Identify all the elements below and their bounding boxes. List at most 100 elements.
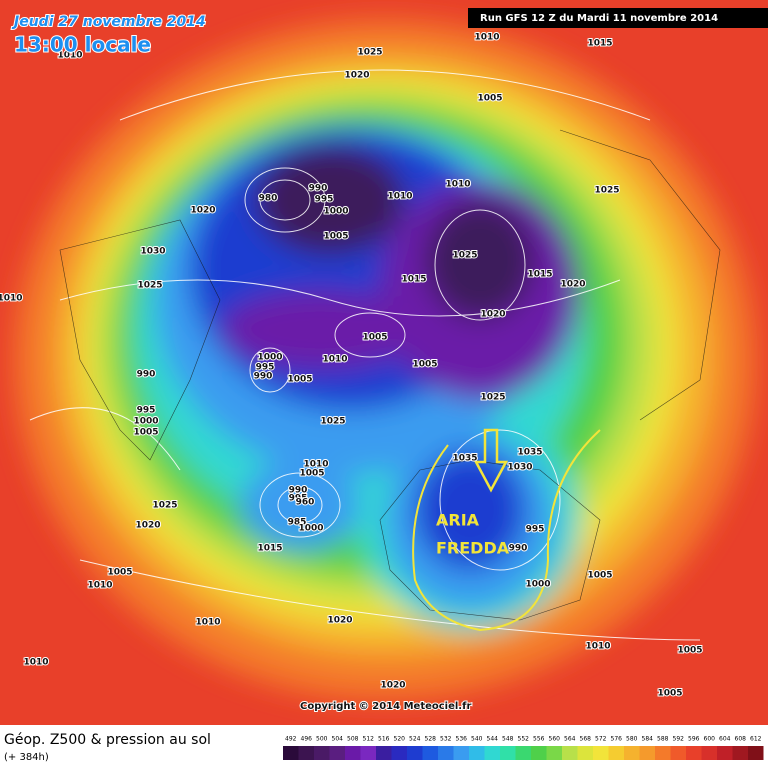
legend-label: 568 — [580, 736, 592, 743]
isobar-label: 995 — [526, 525, 545, 535]
isobar-label: 995 — [315, 195, 334, 205]
isobar-label: 1005 — [362, 333, 387, 343]
legend-swatch — [593, 746, 609, 760]
isobar-label: 1010 — [585, 642, 610, 652]
legend-label: 548 — [502, 736, 514, 743]
legend-label: 564 — [564, 736, 576, 743]
isobar-label: 1020 — [190, 206, 215, 216]
legend-swatch — [500, 746, 516, 760]
cold-air-arrow — [473, 428, 509, 493]
legend-label: 572 — [595, 736, 607, 743]
isobar-label: 985 — [288, 518, 307, 528]
legend-label: 536 — [456, 736, 468, 743]
legend-swatch — [686, 746, 702, 760]
legend-label: 584 — [642, 736, 654, 743]
isobar-label: 1005 — [107, 568, 132, 578]
legend-swatch — [314, 746, 330, 760]
legend-label: 576 — [611, 736, 623, 743]
legend-swatch — [639, 746, 655, 760]
legend-label: 556 — [533, 736, 545, 743]
color-legend: 492 496 500 504 508 512 516 520 524 528 532 536 540 5… — [283, 736, 764, 760]
legend-swatch — [624, 746, 640, 760]
isobar-label: 1000 — [257, 353, 282, 363]
isobar-label: 1010 — [322, 355, 347, 365]
isobar-label: 1010 — [387, 192, 412, 202]
legend-label: 552 — [518, 736, 530, 743]
isobar-label: 1005 — [133, 428, 158, 438]
isobar-label: 1010 — [57, 51, 82, 61]
legend-label: 512 — [363, 736, 375, 743]
legend-swatch — [438, 746, 454, 760]
isobar-label: 1025 — [480, 393, 505, 403]
legend-swatch — [376, 746, 392, 760]
isobar-label: 1000 — [525, 580, 550, 590]
legend-swatch — [577, 746, 593, 760]
legend-label: 580 — [626, 736, 638, 743]
isobar-label: 1005 — [477, 94, 502, 104]
isobar-label: 1020 — [480, 310, 505, 320]
isobar-label: 960 — [296, 498, 315, 508]
legend-label: 604 — [719, 736, 731, 743]
legend-label: 540 — [471, 736, 483, 743]
forecast-time: 13:00 locale — [14, 33, 151, 57]
isobar-label: 1005 — [677, 646, 702, 656]
isobar-label: 1025 — [152, 501, 177, 511]
legend-label: 524 — [409, 736, 421, 743]
isobar-label: 1025 — [357, 48, 382, 58]
isobar-label: 1005 — [299, 469, 324, 479]
isobar-label: 990 — [309, 184, 328, 194]
legend-label: 560 — [549, 736, 561, 743]
isobar-label: 1020 — [135, 521, 160, 531]
isobar-label: 1030 — [140, 247, 165, 257]
isobar-label: 1015 — [527, 270, 552, 280]
isobar-label: 980 — [259, 194, 278, 204]
isobar-label: 995 — [289, 494, 308, 504]
forecast-date: Jeudi 27 novembre 2014 — [11, 14, 206, 30]
legend-swatch — [407, 746, 423, 760]
legend-label: 528 — [425, 736, 437, 743]
legend-swatch — [655, 746, 671, 760]
isobar-label: 1020 — [327, 616, 352, 626]
legend-swatch — [360, 746, 376, 760]
legend-swatch — [329, 746, 345, 760]
legend-label: 592 — [673, 736, 685, 743]
isobar-label: 1035 — [517, 448, 542, 458]
legend-swatch — [515, 746, 531, 760]
isobar-label: 1025 — [594, 186, 619, 196]
isobar-label: 1010 — [303, 460, 328, 470]
legend-swatch — [453, 746, 469, 760]
isobar-label: 1015 — [401, 275, 426, 285]
legend-swatch — [422, 746, 438, 760]
annotation: FREDDA — [436, 539, 510, 558]
legend-swatch — [391, 746, 407, 760]
legend-swatch — [670, 746, 686, 760]
legend-swatch — [345, 746, 361, 760]
isobar-label: 1010 — [0, 294, 23, 304]
isobar-label: 1000 — [133, 417, 158, 427]
isobar-label: 1010 — [23, 658, 48, 668]
run-info: Run GFS 12 Z du Mardi 11 novembre 2014 — [480, 13, 718, 24]
legend-label: 544 — [487, 736, 499, 743]
legend-swatch — [546, 746, 562, 760]
isobar-label: 1020 — [344, 71, 369, 81]
isobar-label: 1025 — [137, 281, 162, 291]
isobar-label: 1000 — [298, 524, 323, 534]
isobar-label: 1020 — [560, 280, 585, 290]
legend-label: 596 — [688, 736, 700, 743]
legend-label: 588 — [657, 736, 669, 743]
legend-label: 520 — [394, 736, 406, 743]
isobar-label: 1020 — [380, 681, 405, 691]
footer-title: Géop. Z500 & pression au sol — [4, 732, 211, 748]
legend-swatch — [717, 746, 733, 760]
isobar-label: 1025 — [452, 251, 477, 261]
legend-swatch — [748, 746, 764, 760]
legend-swatch — [469, 746, 485, 760]
isobar-label: 1005 — [587, 571, 612, 581]
isobar-label: 1035 — [452, 454, 477, 464]
isobar-label: 1010 — [195, 618, 220, 628]
legend-swatch — [562, 746, 578, 760]
cold-air-outline — [412, 429, 601, 632]
isobar-label: 1005 — [323, 232, 348, 242]
isobar-label: 990 — [254, 372, 273, 382]
